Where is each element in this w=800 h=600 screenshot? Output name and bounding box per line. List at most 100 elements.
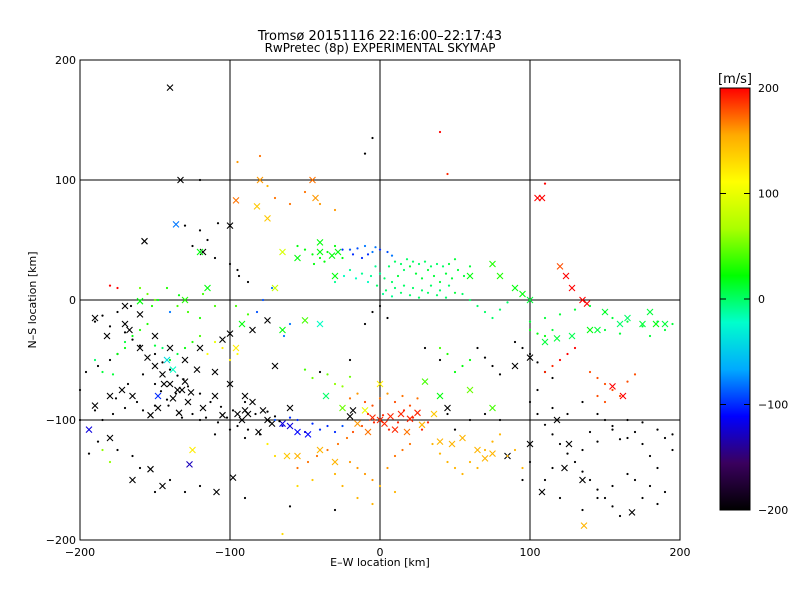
point-dot-marker	[626, 320, 629, 323]
point-x-marker	[151, 332, 159, 340]
x-tick-label: −200	[65, 546, 95, 559]
point-dot-marker	[453, 466, 457, 470]
point-dot-marker	[450, 277, 454, 280]
point-x-marker	[169, 366, 177, 373]
point-dot-marker	[596, 488, 599, 491]
point-dot-marker	[596, 376, 599, 380]
point-dot-marker	[131, 454, 134, 458]
point-dot-marker	[663, 436, 667, 440]
point-dot-marker	[558, 442, 562, 446]
point-dot-marker	[435, 294, 439, 297]
point-dot-marker	[306, 460, 310, 464]
point-dot-marker	[366, 280, 370, 284]
point-dot-marker	[366, 412, 370, 416]
point-dot-marker	[228, 358, 232, 362]
point-dot-marker	[390, 295, 394, 298]
point-dot-marker	[354, 277, 358, 280]
point-x-marker	[106, 434, 114, 442]
point-x-marker	[369, 414, 376, 421]
y-tick-label: 100	[55, 174, 76, 187]
point-dot-marker	[356, 466, 359, 470]
point-x-marker	[562, 272, 570, 280]
point-dot-marker	[371, 478, 374, 482]
point-dot-marker	[581, 448, 584, 452]
point-dot-marker	[116, 448, 119, 452]
point-dot-marker	[341, 385, 344, 388]
plot-frame	[79, 59, 681, 541]
point-dot-marker	[176, 304, 179, 308]
point-dot-marker	[468, 418, 472, 422]
point-x-marker	[339, 404, 346, 412]
point-dot-marker	[167, 404, 170, 407]
point-dot-marker	[161, 346, 164, 350]
point-x-marker	[226, 330, 234, 337]
point-dot-marker	[371, 310, 374, 314]
point-x-marker	[579, 296, 586, 304]
point-dot-marker	[116, 286, 119, 290]
point-dot-marker	[174, 392, 178, 395]
point-dot-marker	[93, 409, 97, 412]
point-x-marker	[226, 380, 234, 388]
point-dot-marker	[180, 416, 184, 419]
point-x-marker	[397, 410, 405, 418]
point-dot-marker	[123, 331, 127, 334]
y-tick-label: −200	[46, 534, 76, 547]
point-dot-marker	[221, 346, 224, 350]
x-tick-label: 200	[670, 546, 691, 559]
point-dot-marker	[258, 154, 262, 158]
point-dot-marker	[333, 280, 337, 284]
point-dot-marker	[426, 421, 430, 424]
point-dot-marker	[447, 284, 451, 287]
point-x-marker	[136, 344, 144, 352]
point-x-marker	[234, 410, 241, 418]
point-dot-marker	[603, 382, 607, 386]
point-x-marker	[181, 296, 189, 304]
point-dot-marker	[671, 448, 674, 452]
point-dot-marker	[558, 496, 562, 500]
point-dot-marker	[383, 277, 386, 280]
point-x-marker	[268, 420, 276, 427]
point-dot-marker	[236, 424, 239, 428]
point-dot-marker	[216, 421, 220, 424]
point-dot-marker	[438, 358, 442, 362]
point-dot-marker	[165, 398, 169, 401]
point-dot-marker	[341, 248, 344, 251]
point-dot-marker	[101, 314, 104, 317]
point-dot-marker	[348, 460, 352, 464]
point-x-marker	[586, 326, 594, 334]
point-dot-marker	[618, 394, 622, 398]
point-dot-marker	[281, 532, 284, 536]
colorbar-tick-label: −100	[758, 399, 788, 412]
point-dot-marker	[111, 412, 115, 416]
point-x-marker	[199, 404, 207, 412]
point-dot-marker	[618, 332, 622, 335]
point-x-marker	[136, 311, 144, 318]
point-dot-marker	[446, 352, 449, 356]
point-dot-marker	[326, 448, 329, 452]
point-x-marker	[294, 428, 301, 436]
point-dot-marker	[318, 202, 322, 206]
point-x-marker	[316, 248, 324, 256]
point-dot-marker	[198, 484, 202, 488]
point-x-marker	[294, 254, 301, 262]
point-x-marker	[184, 398, 192, 406]
point-dot-marker	[426, 268, 430, 272]
point-dot-marker	[246, 428, 250, 431]
point-x-marker	[565, 440, 573, 448]
point-dot-marker	[374, 265, 377, 268]
point-dot-marker	[393, 400, 397, 404]
point-dot-marker	[423, 260, 427, 263]
point-dot-marker	[131, 334, 134, 338]
point-x-marker	[163, 356, 171, 364]
point-dot-marker	[311, 422, 314, 425]
point-x-marker	[121, 302, 129, 310]
point-dot-marker	[278, 420, 281, 423]
point-x-marker	[178, 386, 186, 394]
point-dot-marker	[333, 208, 337, 212]
point-x-marker	[444, 404, 451, 412]
point-dot-marker	[141, 373, 145, 376]
point-dot-marker	[333, 244, 337, 248]
point-dot-marker	[536, 388, 539, 392]
point-dot-marker	[318, 428, 322, 431]
point-dot-marker	[363, 152, 367, 155]
